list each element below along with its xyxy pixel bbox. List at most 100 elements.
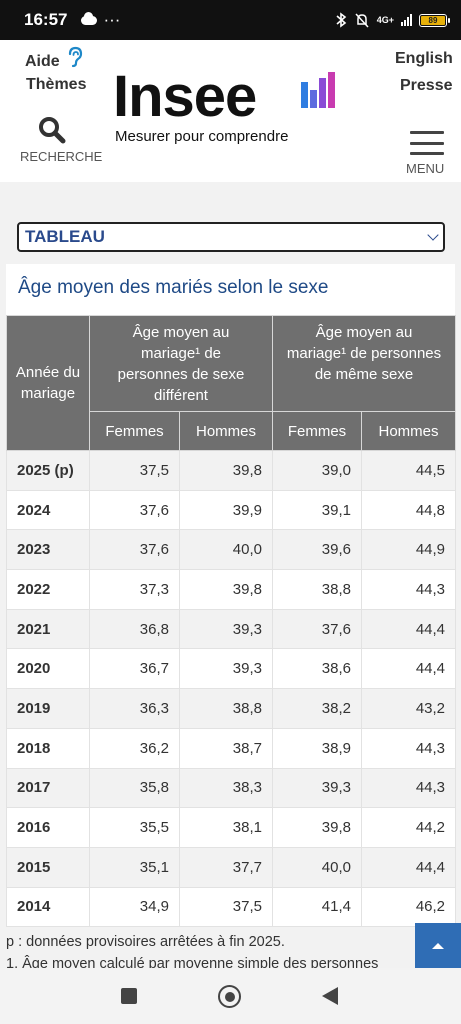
cell-value: 37,5 [89, 450, 180, 491]
row-year: 2024 [6, 489, 90, 531]
clock: 16:57 [24, 10, 68, 29]
header-group-different-sex: Âge moyen au mariage¹ de personnes de se… [89, 315, 273, 412]
search-label[interactable]: RECHERCHE [20, 149, 103, 164]
cell-value: 37,6 [272, 608, 362, 650]
note-provisional: p : données provisoires arrêtées à fin 2… [6, 934, 285, 950]
table-title: Âge moyen des mariés selon le sexe [18, 277, 329, 298]
presse-link[interactable]: Presse [400, 77, 453, 94]
cell-value: 44,5 [360, 450, 457, 491]
battery-icon: 89 [419, 13, 450, 27]
cell-value: 38,8 [179, 688, 273, 729]
cell-value: 35,5 [89, 807, 180, 848]
cell-value: 39,8 [179, 450, 273, 491]
cell-value: 39,3 [179, 608, 273, 650]
battery-level: 89 [421, 15, 445, 25]
chevron-down-icon [427, 229, 439, 241]
back-to-top-button[interactable] [415, 923, 461, 968]
cell-value: 36,3 [89, 688, 180, 729]
hamburger-menu-icon[interactable] [410, 131, 444, 155]
table-row: 2022 37,3 39,8 38,8 44,3 [6, 569, 457, 610]
themes-link[interactable]: Thèmes [26, 76, 87, 93]
cell-value: 37,3 [89, 569, 180, 610]
cell-value: 38,3 [179, 767, 273, 809]
row-year: 2017 [6, 767, 90, 809]
cell-value: 44,8 [360, 489, 457, 531]
cell-value: 46,2 [360, 886, 457, 928]
header-hommes: Hommes [179, 411, 273, 451]
cell-value: 36,7 [89, 648, 180, 690]
bluetooth-icon [336, 12, 347, 28]
aide-link[interactable]: Aide [25, 53, 60, 70]
system-nav-bar [0, 968, 461, 1024]
menu-label[interactable]: MENU [406, 161, 445, 176]
cell-value: 37,7 [179, 846, 273, 888]
cell-value: 36,8 [89, 608, 180, 650]
ear-accessibility-icon[interactable] [67, 46, 83, 74]
cell-value: 38,7 [179, 727, 273, 769]
cell-value: 44,4 [360, 648, 457, 690]
cell-value: 44,3 [360, 569, 457, 610]
row-year: 2019 [6, 688, 90, 729]
cloud-icon [81, 11, 98, 25]
site-header: Aide Thèmes English Presse Insee Mesurer… [0, 40, 461, 182]
table-row: 2016 35,5 38,1 39,8 44,2 [6, 807, 457, 848]
cell-value: 35,8 [89, 767, 180, 809]
cell-value: 39,1 [272, 489, 362, 531]
english-link[interactable]: English [395, 50, 453, 67]
table-row: 2021 36,8 39,3 37,6 44,4 [6, 608, 457, 650]
cell-value: 38,6 [272, 648, 362, 690]
row-year: 2020 [6, 648, 90, 690]
cell-value: 38,9 [272, 727, 362, 769]
table-row: 2023 37,6 40,0 39,6 44,9 [6, 529, 457, 571]
row-year: 2018 [6, 727, 90, 769]
row-year: 2023 [6, 529, 90, 571]
cell-value: 36,2 [89, 727, 180, 769]
header-year: Année du mariage [6, 315, 90, 451]
data-table: Année du mariage Âge moyen au mariage¹ d… [6, 315, 457, 928]
view-select[interactable]: TABLEAU [17, 222, 445, 252]
cell-value: 38,2 [272, 688, 362, 729]
header-hommes: Hommes [360, 411, 457, 451]
table-row: 2017 35,8 38,3 39,3 44,3 [6, 767, 457, 809]
network-type: 4G+ [376, 15, 394, 25]
insee-logo[interactable]: Insee [113, 64, 257, 129]
search-icon[interactable] [38, 116, 66, 144]
header-femmes: Femmes [89, 411, 180, 451]
cell-value: 39,9 [179, 489, 273, 531]
table-row: 2018 36,2 38,7 38,9 44,3 [6, 727, 457, 769]
header-group-same-sex: Âge moyen au mariage¹ de personnes de mê… [271, 315, 457, 412]
home-icon[interactable] [218, 985, 241, 1008]
more-notifications-icon: ··· [103, 10, 121, 29]
table-row: 2014 34,9 37,5 41,4 46,2 [6, 886, 457, 928]
arrow-up-icon [432, 942, 444, 949]
cell-value: 39,3 [179, 648, 273, 690]
table-row: 2024 37,6 39,9 39,1 44,8 [6, 489, 457, 531]
view-select-value: TABLEAU [25, 227, 105, 246]
table-row: 2020 36,7 39,3 38,6 44,4 [6, 648, 457, 690]
header-femmes: Femmes [272, 411, 362, 451]
table-title-card: Âge moyen des mariés selon le sexe [6, 264, 455, 315]
cell-value: 35,1 [89, 846, 180, 888]
table-notes: p : données provisoires arrêtées à fin 2… [6, 931, 416, 973]
cell-value: 37,6 [89, 529, 180, 571]
cell-value: 44,4 [360, 608, 457, 650]
cell-value: 37,6 [89, 489, 180, 531]
cell-value: 38,8 [272, 569, 362, 610]
signal-icon [401, 14, 412, 26]
cell-value: 40,0 [179, 529, 273, 571]
cell-value: 34,9 [89, 886, 180, 928]
row-year: 2015 [6, 846, 90, 888]
cell-value: 44,3 [360, 767, 457, 809]
recents-icon[interactable] [121, 988, 137, 1004]
row-year: 2021 [6, 608, 90, 650]
cell-value: 44,9 [360, 529, 457, 571]
table-row: 2019 36,3 38,8 38,2 43,2 [6, 688, 457, 729]
cell-value: 38,1 [179, 807, 273, 848]
back-icon[interactable] [322, 987, 338, 1005]
row-year: 2016 [6, 807, 90, 848]
row-year: 2022 [6, 569, 90, 610]
logo-tagline: Mesurer pour comprendre [115, 128, 289, 145]
table-row: 2025 (p) 37,5 39,8 39,0 44,5 [6, 450, 457, 491]
cell-value: 44,2 [360, 807, 457, 848]
cell-value: 44,4 [360, 846, 457, 888]
